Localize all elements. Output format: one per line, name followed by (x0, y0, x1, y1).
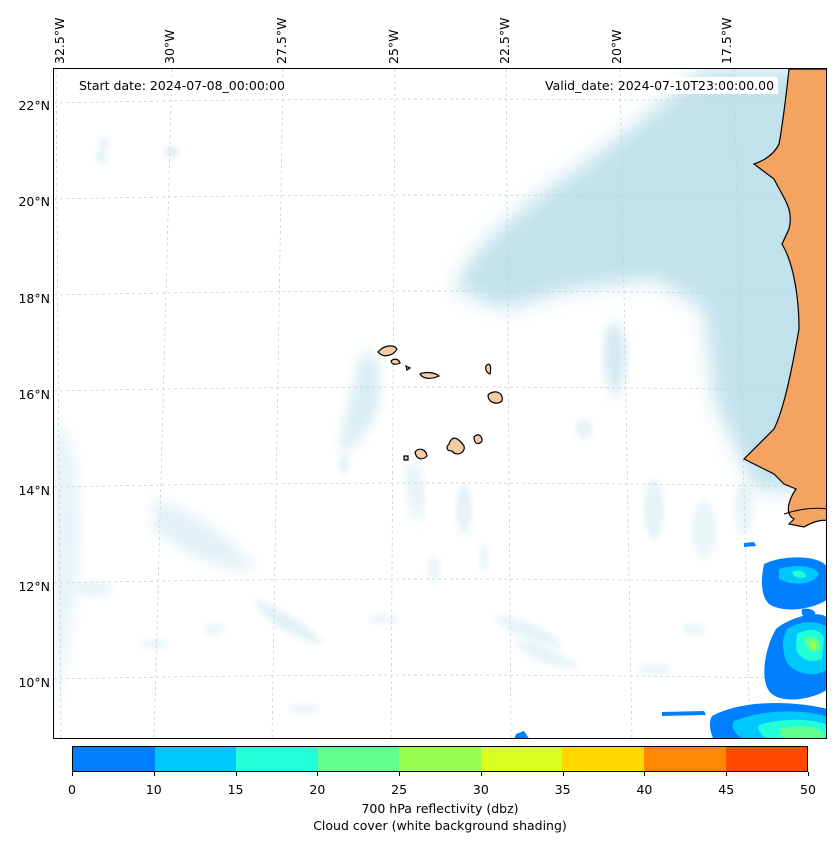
start-date-label: Start date: 2024-07-08_00:00:00 (75, 77, 289, 94)
colorbar-tick-label: 35 (554, 782, 571, 797)
colorbar-tick-label: 50 (800, 782, 816, 797)
colorbar-segment (154, 747, 237, 771)
colorbar-segment (236, 747, 318, 771)
colorbar-segment (73, 747, 155, 771)
colorbar-tick-label: 30 (472, 782, 489, 797)
lat-label-18n: 18°N (18, 291, 50, 306)
colorbar-sublabel: Cloud cover (white background shading) (313, 818, 567, 833)
lat-label-10n: 10°N (18, 675, 50, 690)
gambia-coast (783, 507, 826, 515)
lon-label-30w: 30°W (162, 29, 177, 64)
colorbar-label: 700 hPa reflectivity (dbz) (361, 801, 519, 816)
lat-label-20n: 20°N (18, 194, 50, 209)
colorbar-tick-mark (644, 772, 646, 776)
colorbar-tick-mark (726, 772, 728, 776)
lon-label-22-5w: 22.5°W (497, 17, 512, 64)
lon-label-32-5w: 32.5°W (52, 17, 67, 64)
colorbar-tick-mark (153, 772, 155, 776)
map-canvas (54, 69, 826, 738)
lon-label-17-5w: 17.5°W (719, 17, 734, 64)
colorbar-tick-mark (235, 772, 237, 776)
lon-label-20w: 20°W (609, 29, 624, 64)
colorbar-tick-label: 25 (391, 782, 408, 797)
gridlines (54, 69, 826, 738)
colorbar-segment (643, 747, 726, 771)
colorbar-tick-label: 45 (718, 782, 735, 797)
colorbar-segment (317, 747, 400, 771)
reflectivity-colorbar (72, 746, 808, 772)
colorbar-segment (480, 747, 563, 771)
colorbar-tick-label: 0 (68, 782, 76, 797)
lat-label-14n: 14°N (18, 483, 50, 498)
colorbar-tick-mark (480, 772, 482, 776)
colorbar-tick-mark (72, 772, 73, 776)
colorbar-tick-label: 15 (227, 782, 244, 797)
reflectivity-contours (514, 542, 826, 738)
colorbar-tick-mark (562, 772, 564, 776)
colorbar-segment (399, 747, 481, 771)
lon-label-25w: 25°W (386, 29, 401, 64)
lat-label-22n: 22°N (18, 98, 50, 113)
lon-label-27-5w: 27.5°W (274, 17, 289, 64)
map-panel (53, 68, 827, 739)
valid-date-label: Valid_date: 2024-07-10T23:00:00.00 (541, 77, 779, 94)
africa-landmass (742, 69, 826, 528)
colorbar-tick-label: 40 (636, 782, 653, 797)
colorbar-tick-label: 10 (145, 782, 162, 797)
cloud-cover (54, 69, 826, 714)
colorbar-tick-mark (317, 772, 319, 776)
colorbar-tick-mark (808, 772, 809, 776)
lat-label-16n: 16°N (18, 387, 50, 402)
colorbar-segment (725, 747, 808, 771)
colorbar-tick-label: 20 (309, 782, 326, 797)
colorbar-segment (562, 747, 644, 771)
lat-label-12n: 12°N (18, 579, 50, 594)
colorbar-tick-mark (399, 772, 401, 776)
cape-verde-islands (377, 345, 503, 461)
